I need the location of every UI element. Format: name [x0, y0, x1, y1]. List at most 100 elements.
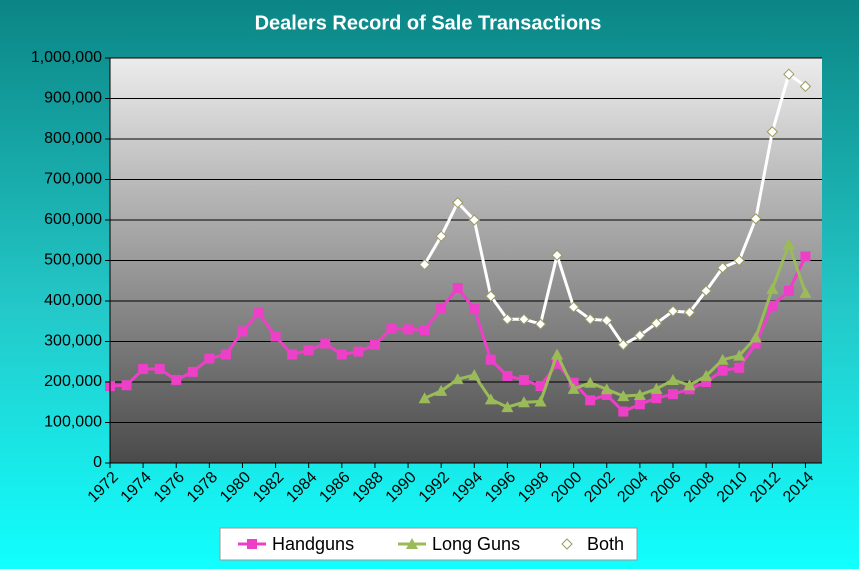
marker	[716, 262, 729, 274]
marker	[435, 384, 448, 396]
marker	[551, 249, 563, 261]
legend-label: Both	[587, 534, 624, 554]
marker	[501, 313, 514, 325]
marker	[750, 338, 761, 349]
y-tick-label: 300,000	[44, 333, 102, 350]
marker	[419, 325, 430, 336]
y-tick-label: 500,000	[44, 252, 102, 269]
marker	[601, 314, 613, 327]
y-tick-label: 0	[93, 454, 102, 471]
y-tick-label: 100,000	[44, 414, 102, 431]
legend-item: Handguns	[238, 534, 354, 554]
marker	[733, 349, 746, 361]
marker	[485, 354, 496, 365]
y-tick-label: 900,000	[44, 90, 102, 107]
marker	[666, 373, 679, 385]
marker	[617, 390, 630, 402]
series	[418, 68, 812, 351]
y-tick-label: 400,000	[44, 292, 102, 309]
marker	[435, 230, 447, 242]
marker	[650, 382, 663, 394]
marker	[386, 323, 397, 334]
series	[418, 238, 812, 413]
marker	[651, 393, 662, 404]
marker	[700, 285, 712, 297]
marker	[336, 349, 347, 360]
chart-title: Dealers Record of Sale Transactions	[255, 12, 602, 34]
y-tick-label: 800,000	[44, 130, 102, 147]
marker	[270, 331, 281, 342]
marker	[406, 538, 418, 549]
marker	[584, 376, 597, 388]
marker	[799, 80, 812, 93]
marker	[502, 370, 513, 381]
marker	[561, 538, 573, 550]
marker	[287, 349, 298, 360]
y-tick-label: 700,000	[44, 171, 102, 188]
marker	[783, 285, 794, 296]
marker	[799, 286, 812, 298]
marker	[187, 366, 198, 377]
marker	[551, 348, 564, 360]
marker	[468, 214, 480, 226]
marker	[204, 353, 215, 364]
marker	[701, 377, 712, 387]
legend: Handguns Long Guns Both	[238, 534, 624, 554]
marker	[716, 353, 729, 365]
marker	[220, 349, 231, 360]
marker	[535, 381, 546, 392]
marker	[501, 401, 514, 413]
marker	[369, 339, 380, 350]
marker	[171, 374, 182, 385]
marker	[484, 393, 497, 405]
marker	[683, 306, 696, 319]
marker	[418, 392, 431, 404]
marker	[782, 238, 795, 250]
marker	[436, 303, 447, 314]
marker	[766, 126, 779, 138]
marker	[552, 358, 563, 369]
marker	[750, 213, 762, 225]
grid	[110, 57, 822, 464]
marker	[733, 254, 745, 267]
marker	[584, 313, 596, 325]
marker	[254, 308, 265, 319]
series-line	[424, 242, 807, 409]
marker	[534, 318, 547, 330]
marker	[617, 339, 630, 351]
marker	[717, 365, 728, 376]
marker	[601, 389, 612, 400]
marker	[700, 369, 713, 381]
marker	[247, 539, 257, 549]
marker	[320, 338, 331, 349]
marker	[633, 388, 646, 400]
marker	[353, 346, 364, 357]
legend-label: Long Guns	[432, 534, 520, 554]
marker	[418, 258, 431, 271]
marker	[452, 283, 463, 294]
marker	[734, 362, 745, 373]
marker	[800, 251, 811, 262]
marker	[600, 383, 613, 395]
marker	[452, 196, 464, 209]
marker	[783, 68, 795, 80]
marker	[138, 364, 149, 375]
marker	[585, 395, 596, 406]
series-line	[423, 72, 807, 347]
marker	[650, 317, 663, 329]
y-tick-label: 1,000,000	[31, 49, 102, 66]
marker	[451, 373, 464, 385]
y-tick-label: 600,000	[44, 211, 102, 228]
marker	[154, 364, 165, 375]
marker	[634, 399, 645, 410]
marker	[403, 324, 414, 335]
marker	[618, 406, 629, 417]
marker	[567, 301, 580, 313]
marker	[766, 282, 779, 294]
marker	[517, 396, 530, 408]
marker	[767, 300, 778, 311]
marker	[518, 313, 530, 325]
marker	[485, 290, 497, 302]
marker	[634, 329, 646, 342]
